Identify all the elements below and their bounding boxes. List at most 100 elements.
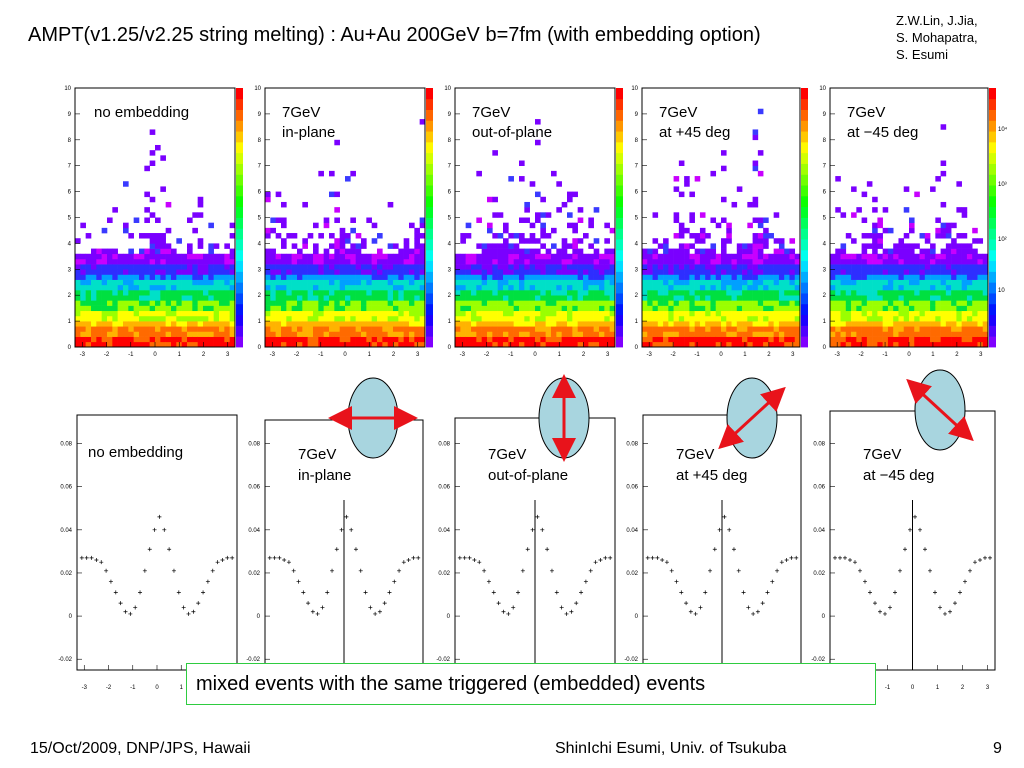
color-bar-segment	[426, 163, 433, 175]
heatmap-cell	[909, 253, 915, 260]
heatmap-cell	[229, 305, 236, 312]
heatmap-cell	[898, 326, 905, 332]
heatmap-cell	[345, 233, 351, 239]
heatmap-cell	[773, 321, 780, 327]
heatmap-cell	[492, 269, 498, 275]
heatmap-cell	[192, 264, 198, 270]
heatmap-cell	[778, 258, 785, 265]
heatmap-cell	[224, 253, 230, 260]
heatmap-cell	[930, 305, 936, 312]
heatmap-cell	[382, 305, 388, 312]
heatmap-cell	[476, 243, 482, 249]
heatmap-cell	[663, 341, 669, 348]
heatmap-cell	[835, 310, 841, 317]
heatmap-cell	[75, 253, 81, 260]
heatmap-cell	[197, 290, 204, 296]
heatmap-cell	[593, 310, 600, 317]
x-tick-label: -1	[130, 685, 136, 691]
data-point	[363, 590, 368, 595]
heatmap-cell	[882, 264, 889, 270]
data-point	[703, 590, 708, 595]
heatmap-cell	[128, 284, 134, 291]
y-tick-label: 7	[68, 164, 72, 170]
heatmap-cell	[339, 310, 346, 317]
heatmap-cell	[197, 305, 204, 312]
heatmap-cell	[773, 258, 780, 265]
heatmap-cell	[476, 326, 482, 332]
heatmap-cell	[419, 253, 426, 260]
heatmap-cell	[561, 201, 568, 208]
heatmap-cell	[705, 331, 711, 337]
heatmap-cell	[508, 284, 514, 291]
heatmap-cell	[471, 326, 477, 332]
heatmap-cell	[851, 269, 857, 275]
heatmap-cell	[642, 300, 648, 306]
heatmap-cell	[387, 295, 394, 301]
heatmap-cell	[371, 326, 378, 332]
heatmap-cell	[567, 191, 573, 198]
heatmap-cell	[519, 160, 525, 166]
y-tick-label: 0.02	[60, 571, 72, 577]
heatmap-cell	[414, 290, 420, 296]
heatmap-cell	[155, 295, 161, 301]
heatmap-cell	[329, 279, 335, 286]
color-bar-segment	[801, 336, 808, 348]
color-bar-segment	[616, 98, 623, 110]
heatmap-cell	[710, 295, 717, 301]
heatmap-cell	[784, 269, 790, 275]
color-bar-segment	[426, 282, 433, 294]
heatmap-cell	[265, 295, 271, 301]
heatmap-cell	[778, 243, 785, 249]
heatmap-cell	[699, 331, 706, 337]
heatmap-cell	[652, 341, 659, 348]
heatmap-cell	[144, 341, 150, 348]
heatmap-cell	[705, 290, 711, 296]
heatmap-cell	[572, 253, 578, 260]
heatmap-cell	[856, 336, 862, 343]
heatmap-cell	[898, 248, 905, 255]
heatmap-cell	[297, 290, 303, 296]
heatmap-cell	[593, 284, 600, 291]
heatmap-cell	[951, 300, 957, 306]
heatmap-cell	[977, 279, 984, 286]
heatmap-cell	[171, 274, 177, 280]
y-tick-label: 10	[444, 86, 451, 92]
heatmap-cell	[535, 139, 541, 146]
heatmap-cell	[715, 284, 722, 291]
heatmap-cell	[835, 341, 841, 348]
heatmap-cell	[689, 300, 695, 306]
color-bar-segment	[801, 206, 808, 218]
heatmap-cell	[355, 290, 362, 296]
heatmap-cell	[192, 305, 198, 312]
heatmap-cell	[101, 264, 108, 270]
data-point	[963, 579, 967, 584]
heatmap-cell	[519, 269, 525, 275]
heatmap-cell	[297, 274, 303, 280]
heatmap-cell	[492, 321, 498, 327]
color-bar-segment	[426, 88, 433, 100]
heatmap-cell	[789, 284, 796, 291]
data-point	[789, 555, 794, 560]
heatmap-cell	[935, 300, 941, 306]
heatmap-cell	[845, 341, 852, 348]
y-tick-label: 8	[258, 138, 262, 144]
heatmap-cell	[291, 310, 298, 317]
data-point	[406, 558, 411, 563]
heatmap-cell	[951, 290, 957, 296]
heatmap-cell	[149, 258, 156, 265]
data-point	[588, 568, 593, 573]
heatmap-cell	[556, 284, 562, 291]
heatmap-cell	[893, 279, 899, 286]
heatmap-cell	[784, 336, 790, 343]
heatmap-cell	[861, 290, 868, 296]
heatmap-cell	[742, 248, 748, 255]
heatmap-cell	[919, 290, 926, 296]
heatmap-cell	[329, 321, 335, 327]
heatmap-cell	[914, 321, 920, 327]
heatmap-cell	[133, 331, 140, 337]
heatmap-cell	[455, 274, 461, 280]
heatmap-cell	[919, 341, 926, 348]
heatmap-cell	[778, 253, 785, 260]
heatmap-cell	[736, 269, 743, 275]
heatmap-cell	[789, 264, 796, 270]
